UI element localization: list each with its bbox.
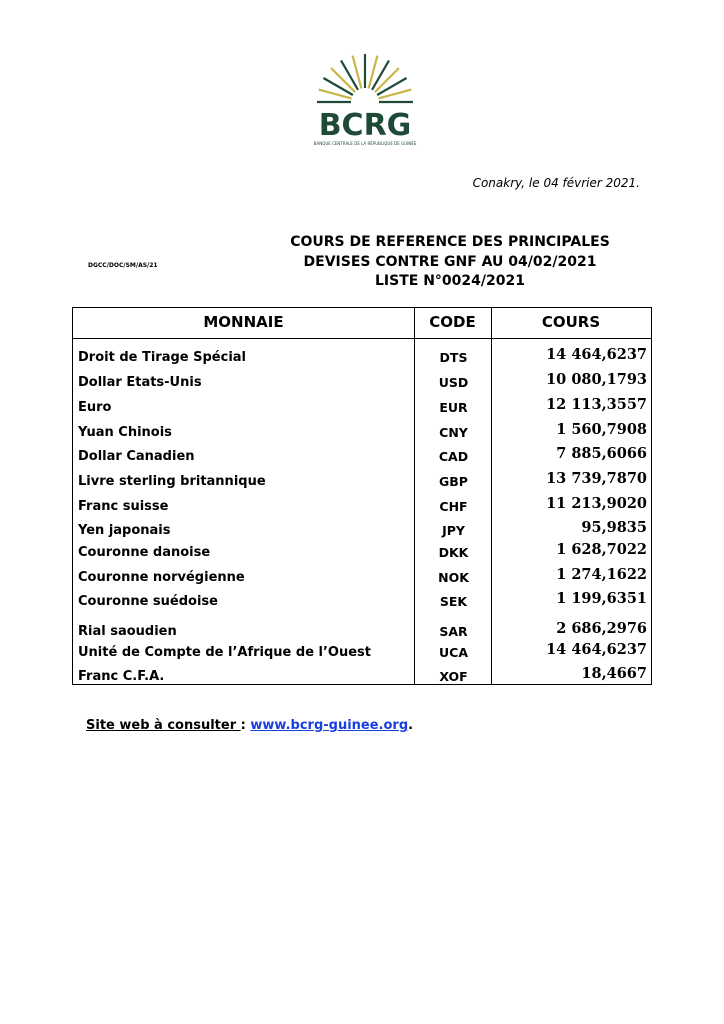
currency-rate: 95,9835: [581, 519, 647, 536]
logo-ray: [367, 55, 379, 89]
currency-name: Dollar Etats-Unis: [78, 375, 202, 390]
table-row: Dollar Canadien CAD 7 885,6066: [73, 445, 651, 469]
logo-ray: [376, 77, 408, 96]
header-code: CODE: [429, 313, 476, 331]
table-row: Euro EUR 12 113,3557: [73, 396, 651, 420]
footer-end: .: [408, 718, 414, 733]
table-row: Rial saoudien SAR 2 686,2976: [73, 620, 651, 644]
rates-table: MONNAIE CODE COURS Droit de Tirage Spéci…: [72, 307, 652, 685]
footer-label: Site web à consulter: [86, 718, 241, 733]
currency-code: SEK: [439, 594, 468, 609]
footer: Site web à consulter : www.bcrg-guinee.o…: [86, 718, 413, 733]
logo-subtitle: BANQUE CENTRALE DE LA RÉPUBLIQUE DE GUIN…: [314, 141, 417, 146]
currency-name: Yen japonais: [78, 523, 171, 538]
table-row: Unité de Compte de l’Afrique de l’Ouest …: [73, 641, 651, 665]
currency-code: XOF: [439, 669, 468, 684]
title-line-3: LISTE N°0024/2021: [375, 273, 525, 289]
currency-rate: 14 464,6237: [546, 641, 647, 658]
header-cours: COURS: [541, 313, 601, 331]
logo-ray: [371, 59, 390, 91]
logo-ray: [374, 67, 400, 93]
header-monnaie: MONNAIE: [203, 313, 284, 331]
table-row: Franc suisse CHF 11 213,9020: [73, 495, 651, 519]
table-row: Yen japonais JPY 95,9835: [73, 519, 651, 543]
currency-name: Unité de Compte de l’Afrique de l’Ouest: [78, 645, 372, 660]
title-line-1: COURS DE REFERENCE DES PRINCIPALES: [290, 234, 610, 250]
currency-code: EUR: [439, 400, 468, 415]
currency-rate: 2 686,2976: [556, 620, 647, 637]
currency-rate: 11 213,9020: [546, 495, 647, 512]
table-row: Couronne norvégienne NOK 1 274,1622: [73, 566, 651, 590]
date-line: Conakry, le 04 février 2021.: [472, 176, 640, 190]
currency-name: Franc suisse: [78, 499, 169, 514]
website-link[interactable]: www.bcrg-guinee.org: [250, 718, 409, 733]
currency-rate: 12 113,3557: [546, 396, 647, 413]
table-row: Franc C.F.A. XOF 18,4667: [73, 665, 651, 689]
logo-ray: [351, 55, 363, 89]
currency-code: CHF: [439, 499, 468, 514]
header-divider: [73, 338, 651, 339]
table-row: Couronne suédoise SEK 1 199,6351: [73, 590, 651, 614]
logo-ray: [330, 67, 356, 93]
column-divider: [491, 308, 492, 684]
currency-code: CAD: [438, 449, 469, 464]
currency-name: Couronne suédoise: [78, 594, 218, 609]
logo-ray: [378, 88, 412, 100]
currency-rate: 7 885,6066: [556, 445, 647, 462]
currency-code: DKK: [438, 545, 469, 560]
currency-rate: 10 080,1793: [546, 371, 647, 388]
currency-name: Dollar Canadien: [78, 449, 195, 464]
currency-name: Couronne norvégienne: [78, 570, 245, 585]
currency-rate: 13 739,7870: [546, 470, 647, 487]
currency-code: JPY: [442, 523, 465, 538]
currency-name: Yuan Chinois: [78, 425, 172, 440]
currency-rate: 1 628,7022: [556, 541, 647, 558]
logo-text: BCRG: [319, 108, 412, 143]
column-divider: [414, 308, 415, 684]
title-line-2: DEVISES CONTRE GNF AU 04/02/2021: [303, 254, 597, 270]
currency-rate: 1 199,6351: [556, 590, 647, 607]
logo-ray: [318, 88, 352, 100]
logo-ray: [340, 59, 359, 91]
table-row: Couronne danoise DKK 1 628,7022: [73, 541, 651, 565]
currency-code: USD: [438, 375, 469, 390]
table-row: Yuan Chinois CNY 1 560,7908: [73, 421, 651, 445]
currency-name: Livre sterling britannique: [78, 474, 266, 489]
currency-name: Couronne danoise: [78, 545, 211, 560]
currency-name: Droit de Tirage Spécial: [78, 350, 247, 365]
currency-code: SAR: [439, 624, 468, 639]
table-row: Droit de Tirage Spécial DTS 14 464,6237: [73, 346, 651, 370]
currency-rate: 14 464,6237: [546, 346, 647, 363]
currency-name: Franc C.F.A.: [78, 669, 165, 684]
currency-code: DTS: [439, 350, 468, 365]
currency-rate: 1 274,1622: [556, 566, 647, 583]
currency-code: UCA: [439, 645, 468, 660]
currency-code: NOK: [438, 570, 469, 585]
currency-code: GBP: [439, 474, 468, 489]
currency-code: CNY: [439, 425, 468, 440]
footer-separator: :: [240, 718, 251, 733]
table-row: Dollar Etats-Unis USD 10 080,1793: [73, 371, 651, 395]
reference-number: DGCC/DOC/SM/AS/21: [88, 262, 158, 269]
logo-ray: [322, 77, 354, 96]
bcrg-logo: BCRG BANQUE CENTRALE DE LA RÉPUBLIQUE DE …: [290, 50, 440, 150]
currency-name: Rial saoudien: [78, 624, 177, 639]
currency-name: Euro: [78, 400, 112, 415]
currency-rate: 18,4667: [581, 665, 647, 682]
table-row: Livre sterling britannique GBP 13 739,78…: [73, 470, 651, 494]
currency-rate: 1 560,7908: [556, 421, 647, 438]
